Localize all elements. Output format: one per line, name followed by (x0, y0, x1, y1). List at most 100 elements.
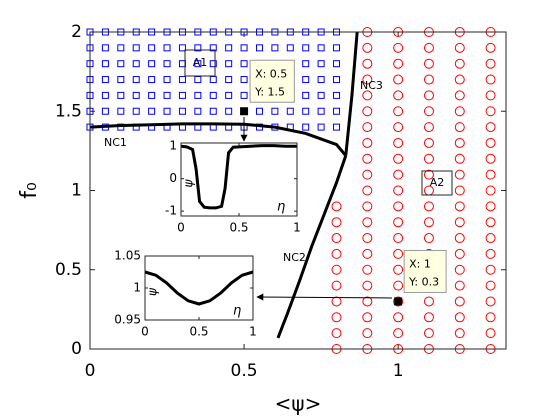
x-tick-label: 0 (141, 325, 149, 339)
x-tick-label: 1 (393, 361, 404, 381)
arrow (256, 293, 393, 301)
square-marker (240, 44, 248, 52)
circle-marker (362, 201, 373, 212)
square-marker (209, 60, 217, 68)
circle-marker (454, 264, 465, 275)
square-marker (101, 60, 109, 68)
circle-marker (423, 169, 434, 180)
circle-marker (362, 74, 373, 85)
circle-marker (485, 58, 496, 69)
circle-marker (362, 90, 373, 101)
circle-marker (423, 153, 434, 164)
square-marker (317, 91, 325, 99)
circle-marker (454, 201, 465, 212)
circle-marker (454, 312, 465, 323)
circle-marker (331, 233, 342, 244)
circle-marker (362, 217, 373, 228)
square-marker (163, 60, 171, 68)
circle-marker (454, 233, 465, 244)
square-marker (302, 76, 310, 84)
x-tick-label: 0 (177, 221, 185, 235)
inset-y-label: ψ (182, 178, 196, 187)
square-marker (240, 91, 248, 99)
circle-marker (393, 233, 404, 244)
circle-marker (454, 90, 465, 101)
circle-marker (454, 280, 465, 291)
circle-marker (454, 137, 465, 148)
circle-marker (331, 217, 342, 228)
square-marker (271, 107, 279, 115)
circle-marker (485, 106, 496, 117)
circle-marker (485, 74, 496, 85)
axes-background (145, 256, 253, 320)
square-marker (194, 60, 202, 68)
datatip-x: X: 1 (409, 257, 431, 270)
circle-marker (331, 248, 342, 259)
circle-marker (423, 90, 434, 101)
circle-marker (423, 122, 434, 133)
datatip-y: Y: 0.3 (408, 275, 439, 288)
y-tick-label: 1 (133, 281, 141, 295)
circle-marker (454, 74, 465, 85)
circle-marker (485, 122, 496, 133)
x-tick-label: 0.5 (189, 325, 208, 339)
y-tick-label: 0 (169, 171, 177, 185)
circle-marker (393, 169, 404, 180)
square-marker (225, 60, 233, 68)
datatip-box (403, 249, 447, 293)
circle-marker (362, 248, 373, 259)
x-tick-label: 1 (293, 221, 301, 235)
circle-marker (362, 42, 373, 53)
circle-marker (362, 122, 373, 133)
square-marker (302, 60, 310, 68)
square-marker (178, 44, 186, 52)
circle-marker (393, 42, 404, 53)
profile-line (144, 270, 254, 306)
circle-marker (331, 296, 342, 307)
square-marker (302, 44, 310, 52)
square-marker (132, 76, 140, 84)
circle-marker (485, 248, 496, 259)
square-marker (101, 107, 109, 115)
square-marker (333, 44, 341, 52)
square-marker (225, 44, 233, 52)
square-marker (209, 44, 217, 52)
circle-marker (331, 312, 342, 323)
square-marker (317, 44, 325, 52)
square-marker (194, 76, 202, 84)
circle-marker (423, 137, 434, 148)
circle-marker (362, 153, 373, 164)
circle-marker (423, 106, 434, 117)
datatip-box (249, 59, 295, 103)
circle-marker (393, 90, 404, 101)
circle-marker (393, 58, 404, 69)
circle-marker (362, 312, 373, 323)
circle-marker (454, 106, 465, 117)
square-marker (209, 107, 217, 115)
square-marker (333, 107, 341, 115)
circle-marker (454, 169, 465, 180)
square-marker (163, 107, 171, 115)
circle-marker (362, 137, 373, 148)
circle-marker (393, 185, 404, 196)
y-tick-label: -1 (165, 204, 177, 218)
y-tick-label: 0.5 (55, 260, 82, 280)
x-tick-label: 0.5 (229, 221, 248, 235)
square-marker (178, 91, 186, 99)
datatip-point (240, 107, 249, 116)
circle-marker (362, 264, 373, 275)
square-marker (194, 44, 202, 52)
square-marker (101, 76, 109, 84)
square-marker (240, 76, 248, 84)
region-box (421, 170, 453, 196)
datatip-y: Y: 1.5 (254, 85, 285, 98)
square-marker (240, 60, 248, 68)
circle-marker (393, 248, 404, 259)
curve-label: NC2 (283, 251, 306, 264)
square-marker (148, 76, 156, 84)
circle-marker (485, 169, 496, 180)
y-tick-label: 0 (71, 339, 82, 359)
circle-marker (362, 106, 373, 117)
